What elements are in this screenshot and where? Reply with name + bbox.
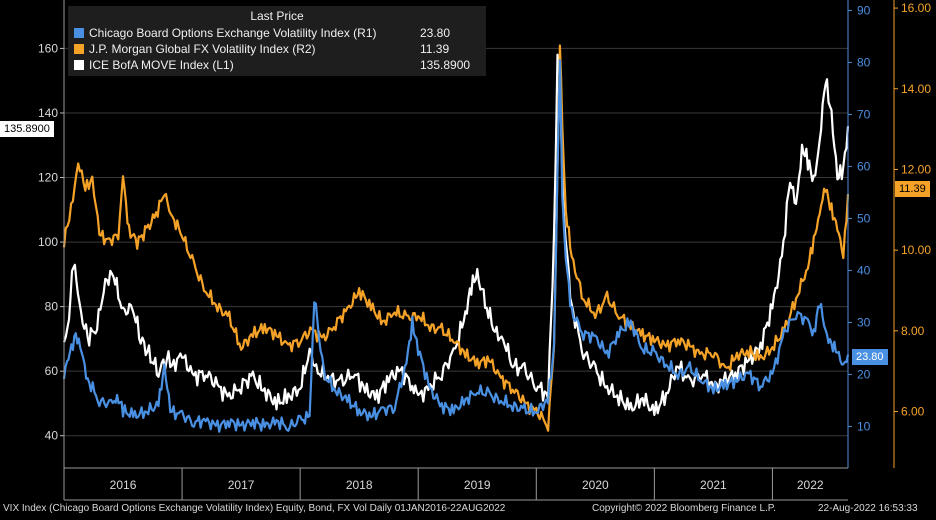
- left-axis-label-120: 120: [38, 171, 58, 185]
- right-axis-1-label-50: 50: [857, 211, 871, 225]
- footer-timestamp: 22-Aug-2022 16:53:33: [818, 503, 918, 514]
- right-axis-1-label-90: 90: [857, 3, 871, 17]
- last-value-flag-vix: 23.80: [852, 349, 888, 365]
- right-axis-2-label-16.00: 16.00: [901, 1, 931, 15]
- series-line-fxvol: [62, 44, 850, 432]
- x-axis-label-2022: 2022: [797, 478, 824, 492]
- footer-description: VIX Index (Chicago Board Options Exchang…: [3, 503, 506, 514]
- last-value-flag-fxvol: 11.39: [895, 181, 930, 197]
- footer-copyright: Copyright© 2022 Bloomberg Finance L.P.: [592, 503, 776, 514]
- right-axis-2-label-6.00: 6.00: [901, 405, 925, 419]
- x-axis-label-2016: 2016: [110, 478, 137, 492]
- legend: Last Price Chicago Board Options Exchang…: [68, 6, 486, 76]
- legend-item-fxvol: J.P. Morgan Global FX Volatility Index (…: [74, 42, 316, 57]
- x-axis-label-2017: 2017: [228, 478, 255, 492]
- right-axis-1-label-60: 60: [857, 159, 871, 173]
- right-axis-2-label-10.00: 10.00: [901, 243, 931, 257]
- legend-label-fxvol: J.P. Morgan Global FX Volatility Index (…: [89, 42, 316, 56]
- x-axis-label-2020: 2020: [582, 478, 609, 492]
- right-axis-1-label-30: 30: [857, 315, 871, 329]
- legend-swatch-fxvol: [74, 44, 84, 54]
- legend-item-vix: Chicago Board Options Exchange Volatilit…: [74, 26, 377, 41]
- left-axis-label-160: 160: [38, 41, 58, 55]
- legend-value-fxvol: 11.39: [420, 42, 450, 56]
- left-axis-label-40: 40: [45, 429, 59, 443]
- right-axis-2-label-8.00: 8.00: [901, 324, 925, 338]
- legend-label-move: ICE BofA MOVE Index (L1): [89, 58, 234, 72]
- series-line-vix: [62, 59, 850, 433]
- x-axis-label-2018: 2018: [346, 478, 373, 492]
- x-axis-label-2019: 2019: [464, 478, 491, 492]
- right-axis-1-label-80: 80: [857, 55, 871, 69]
- legend-swatch-move: [74, 60, 84, 70]
- series-lines: [62, 44, 850, 433]
- legend-swatch-vix: [74, 28, 84, 38]
- left-axis-label-80: 80: [45, 300, 59, 314]
- right-axis-2-label-12.00: 12.00: [901, 162, 931, 176]
- right-axis-1-label-70: 70: [857, 107, 871, 121]
- right-axis-1-label-20: 20: [857, 367, 871, 381]
- x-axis-label-2021: 2021: [700, 478, 727, 492]
- legend-item-move: ICE BofA MOVE Index (L1): [74, 58, 234, 73]
- axes: 40 60 80 100 120 140 160 10 20 30 40 50 60 70 80 90 6.00…: [38, 0, 931, 501]
- legend-value-vix: 23.80: [420, 26, 451, 40]
- legend-label-vix: Chicago Board Options Exchange Volatilit…: [89, 26, 377, 40]
- left-axis-label-100: 100: [38, 235, 58, 249]
- right-axis-1-label-40: 40: [857, 263, 871, 277]
- left-axis-label-140: 140: [38, 106, 58, 120]
- legend-title: Last Price: [250, 9, 304, 23]
- legend-value-move: 135.8900: [420, 58, 471, 72]
- last-value-flag-move: 135.8900: [0, 121, 54, 137]
- left-axis-label-60: 60: [45, 364, 59, 378]
- right-axis-2-label-14.00: 14.00: [901, 82, 931, 96]
- right-axis-1-label-10: 10: [857, 419, 871, 433]
